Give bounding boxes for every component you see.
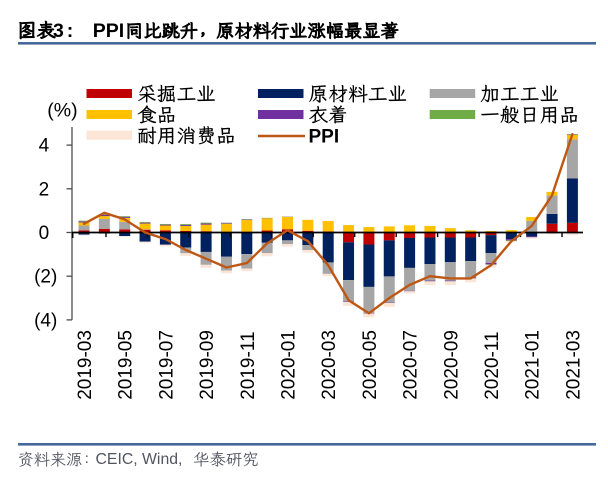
svg-text:2019-05: 2019-05 — [116, 330, 137, 400]
svg-text:2019-09: 2019-09 — [197, 330, 218, 400]
svg-text:2020-03: 2020-03 — [319, 330, 340, 400]
svg-text:2019-11: 2019-11 — [238, 331, 259, 399]
svg-text:2021-01: 2021-01 — [523, 330, 544, 400]
svg-text:(%): (%) — [47, 100, 77, 122]
svg-text:CEIC, Wind,: CEIC, Wind, — [96, 451, 183, 468]
svg-text:3: 3 — [53, 20, 64, 42]
svg-text:2020-09: 2020-09 — [441, 330, 462, 400]
svg-text:0: 0 — [39, 223, 50, 244]
svg-text::: : — [67, 20, 74, 42]
svg-text:4: 4 — [39, 136, 50, 157]
svg-text:2: 2 — [39, 179, 50, 200]
svg-text:2020-01: 2020-01 — [279, 330, 300, 400]
svg-text:(4): (4) — [34, 310, 57, 331]
svg-text:2019-07: 2019-07 — [156, 330, 177, 400]
svg-text:2021-03: 2021-03 — [563, 330, 584, 400]
svg-text:2019-03: 2019-03 — [75, 330, 96, 400]
svg-text:PPI: PPI — [93, 20, 124, 42]
svg-text:2020-11: 2020-11 — [482, 331, 503, 399]
svg-text:2020-05: 2020-05 — [360, 330, 381, 400]
svg-text:(2): (2) — [34, 267, 57, 288]
svg-text:2020-07: 2020-07 — [401, 330, 422, 400]
svg-text:PPI: PPI — [309, 126, 340, 147]
